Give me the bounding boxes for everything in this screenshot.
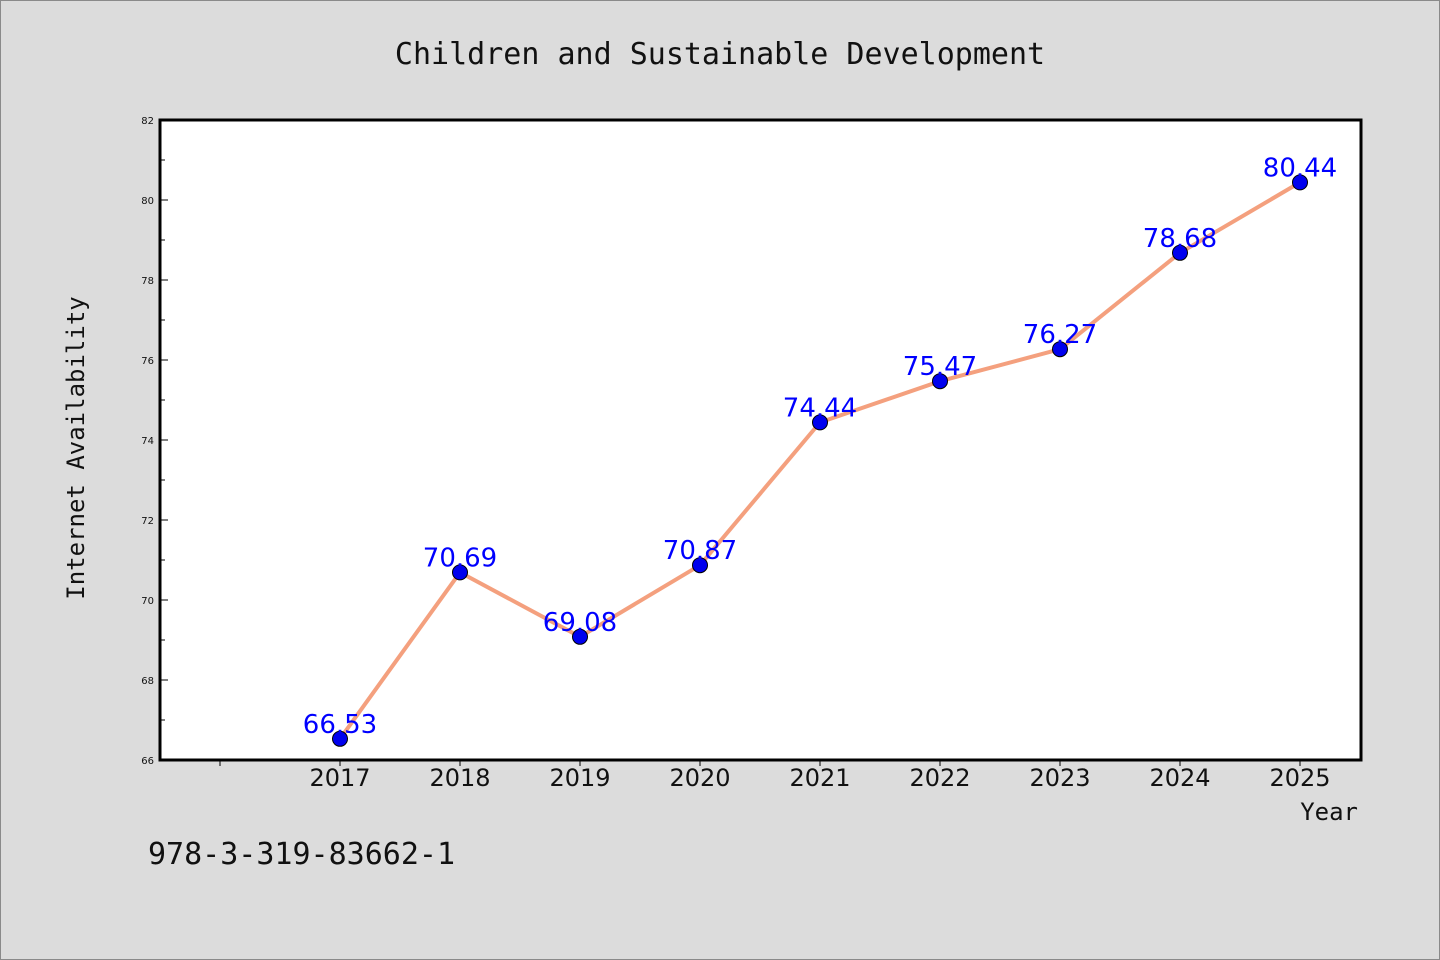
data-point xyxy=(932,373,948,390)
x-tick-label: 2021 xyxy=(789,764,850,792)
y-axis: 66 68 70 72 74 76 78 80 82 xyxy=(141,116,168,767)
chart-title: Children and Sustainable Development xyxy=(395,37,1045,72)
data-point xyxy=(332,730,348,747)
plot-area xyxy=(158,118,1363,762)
isbn-text: 978-3-319-83662-1 xyxy=(148,837,455,872)
data-label: 76.27 xyxy=(1023,320,1097,350)
x-axis: 2017 2018 2019 2020 2021 2022 2023 2024 2025 xyxy=(219,760,1331,792)
data-label: 70.69 xyxy=(423,543,497,573)
x-tick-label: 2019 xyxy=(549,764,610,792)
x-tick-label: 2018 xyxy=(429,764,490,792)
data-point xyxy=(692,557,708,574)
data-point xyxy=(452,564,468,581)
y-tick-label: 74 xyxy=(141,436,154,447)
data-point xyxy=(572,628,588,645)
data-point xyxy=(1292,174,1308,191)
data-label: 75.47 xyxy=(903,352,977,382)
data-point xyxy=(1172,244,1188,261)
x-tick-label: 2023 xyxy=(1029,764,1090,792)
data-label: 78.68 xyxy=(1143,224,1217,254)
y-tick-label: 72 xyxy=(141,516,154,527)
data-point xyxy=(1052,341,1068,358)
x-axis-label: Year xyxy=(1300,798,1358,826)
data-label: 74.44 xyxy=(783,393,857,423)
data-label: 80.44 xyxy=(1263,153,1337,183)
y-axis-label: Internet Availability xyxy=(62,296,90,599)
y-tick-label: 76 xyxy=(141,356,154,367)
data-label: 70.87 xyxy=(663,536,737,566)
y-tick-label: 70 xyxy=(141,596,154,607)
data-label: 69.08 xyxy=(543,608,617,638)
y-tick-label: 78 xyxy=(141,276,154,287)
series-internet-availability: 66.53 70.69 69.08 70.87 74.44 75.47 76.27 78.68… xyxy=(303,153,1337,747)
x-tick-label: 2025 xyxy=(1269,764,1330,792)
x-tick-label: 2024 xyxy=(1149,764,1210,792)
data-label: 66.53 xyxy=(303,710,377,740)
y-tick-label: 68 xyxy=(141,676,154,687)
data-point xyxy=(812,414,828,431)
y-tick-label: 80 xyxy=(141,196,154,207)
y-tick-label: 82 xyxy=(141,116,154,127)
x-tick-label: 2020 xyxy=(669,764,730,792)
x-tick-label: 2022 xyxy=(909,764,970,792)
x-tick-label: 2017 xyxy=(309,764,370,792)
y-tick-label: 66 xyxy=(141,756,154,767)
